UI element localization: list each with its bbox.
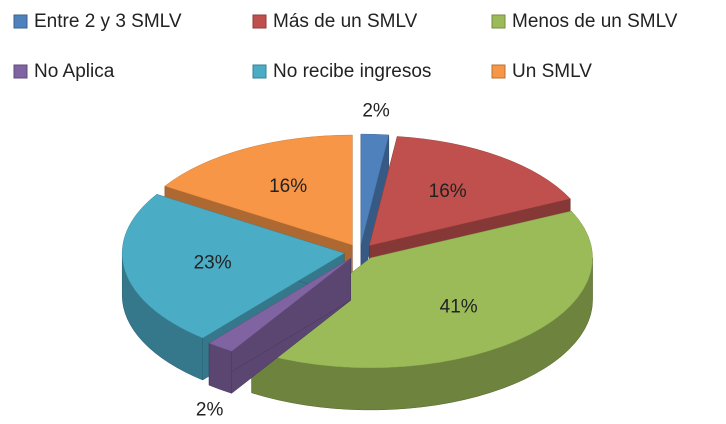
legend-swatch bbox=[252, 14, 267, 29]
legend-label: Menos de un SMLV bbox=[512, 11, 678, 32]
slice-side bbox=[208, 342, 232, 394]
slice-top bbox=[164, 134, 353, 246]
data-label: 23% bbox=[194, 253, 232, 274]
legend-swatch bbox=[252, 64, 267, 79]
data-label: 2% bbox=[196, 400, 224, 421]
legend-label: No Aplica bbox=[34, 61, 115, 82]
slice-top bbox=[251, 210, 593, 369]
data-label: 41% bbox=[440, 296, 478, 317]
legend-label: Un SMLV bbox=[512, 61, 592, 82]
legend-swatch bbox=[491, 64, 506, 79]
pie-slice bbox=[208, 257, 351, 394]
slice-top bbox=[208, 258, 351, 352]
slice-top bbox=[121, 194, 345, 339]
data-label: 16% bbox=[429, 181, 467, 202]
slice-top bbox=[369, 136, 571, 246]
legend-label: Entre 2 y 3 SMLV bbox=[34, 11, 182, 32]
legend-swatch bbox=[491, 14, 506, 29]
legend: Entre 2 y 3 SMLV Más de un SMLV Menos de u… bbox=[13, 11, 678, 82]
slice-top bbox=[360, 133, 390, 245]
data-label: 16% bbox=[269, 176, 307, 197]
data-label: 2% bbox=[362, 101, 390, 122]
legend-label: Más de un SMLV bbox=[273, 11, 418, 32]
legend-swatch bbox=[13, 64, 28, 79]
legend-swatch bbox=[13, 14, 28, 29]
legend-label: No recibe ingresos bbox=[273, 61, 431, 82]
pie-slice bbox=[360, 133, 390, 287]
